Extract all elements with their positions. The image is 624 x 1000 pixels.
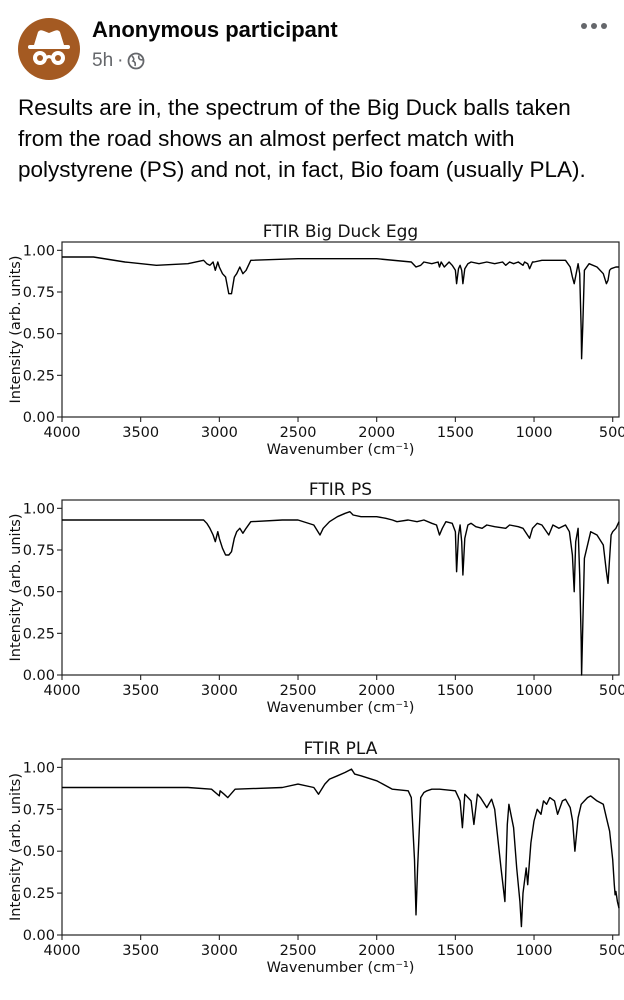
- x-axis-label: Wavenumber (cm⁻¹): [267, 960, 415, 976]
- y-tick-label: 1.00: [23, 501, 55, 517]
- plot-frame: [61, 758, 620, 936]
- spectrum-line: [62, 511, 620, 676]
- chart-title: FTIR PS: [309, 480, 372, 500]
- x-tick-label: 1000: [516, 683, 553, 699]
- x-tick-label: 2500: [280, 425, 317, 441]
- author-name[interactable]: Anonymous participant: [92, 17, 338, 42]
- y-tick-label: 0.00: [23, 928, 55, 944]
- y-tick-label: 0.25: [23, 626, 55, 642]
- more-horizontal-icon[interactable]: [580, 16, 608, 36]
- chart-panel: FTIR Big Duck Egg 4000 3500 3000 2500 2000 150…: [8, 222, 624, 458]
- x-tick-label: 1500: [437, 425, 474, 441]
- chart-panel: FTIR PS 4000 3500 3000 2500 2000 1500 1000 500 0.…: [8, 480, 624, 716]
- y-tick-label: 0.50: [23, 844, 55, 860]
- x-tick-label: 4000: [44, 425, 81, 441]
- x-tick-label: 1000: [516, 425, 553, 441]
- spectrum-line: [62, 256, 619, 360]
- y-axis-label: Intensity (arb. units): [8, 773, 24, 921]
- y-tick-label: 1.00: [23, 243, 55, 259]
- y-tick-label: 0.25: [23, 886, 55, 902]
- chart-panel: FTIR PLA 4000 3500 3000 2500 2000 1500 1000 500 0…: [8, 739, 624, 976]
- chart-title: FTIR Big Duck Egg: [263, 222, 418, 242]
- x-tick-label: 4000: [44, 943, 81, 959]
- x-tick-label: 2000: [358, 683, 395, 699]
- avatar[interactable]: [18, 18, 80, 80]
- x-tick-label: 2000: [358, 943, 395, 959]
- y-tick-label: 0.50: [23, 327, 55, 343]
- x-tick-label: 2000: [358, 425, 395, 441]
- plot-frame: [61, 241, 620, 418]
- post-meta: 5h ·: [92, 50, 145, 72]
- y-axis-label: Intensity (arb. units): [8, 514, 24, 662]
- x-tick-label: 3500: [122, 683, 159, 699]
- x-tick-label: 3000: [201, 425, 238, 441]
- post-time[interactable]: 5h: [92, 50, 114, 71]
- spectrum-line: [62, 768, 620, 928]
- x-tick-label: 4000: [44, 683, 81, 699]
- x-tick-label: 1500: [437, 943, 474, 959]
- x-tick-label: 500: [599, 683, 624, 699]
- x-tick-label: 500: [599, 943, 624, 959]
- x-tick-label: 2500: [280, 683, 317, 699]
- y-tick-label: 0.00: [23, 410, 55, 426]
- x-tick-label: 3000: [201, 943, 238, 959]
- x-tick-label: 1000: [516, 943, 553, 959]
- ftir-figure: FTIR Big Duck Egg 4000 3500 3000 2500 2000 150…: [8, 222, 624, 976]
- x-axis-label: Wavenumber (cm⁻¹): [267, 442, 415, 458]
- y-tick-label: 0.50: [23, 585, 55, 601]
- globe-icon[interactable]: [127, 52, 145, 70]
- x-tick-label: 3000: [201, 683, 238, 699]
- incognito-icon: [28, 30, 70, 65]
- chart-title: FTIR PLA: [304, 739, 378, 759]
- y-tick-label: 0.25: [23, 368, 55, 384]
- y-tick-label: 0.75: [23, 285, 55, 301]
- post-text: Results are in, the spectrum of the Big …: [18, 95, 586, 182]
- x-axis-label: Wavenumber (cm⁻¹): [267, 700, 415, 716]
- y-tick-label: 0.75: [23, 802, 55, 818]
- x-tick-label: 3500: [122, 425, 159, 441]
- meta-separator: ·: [117, 50, 124, 71]
- y-tick-label: 1.00: [23, 760, 55, 776]
- post-header: Anonymous participant 5h ·: [0, 0, 624, 90]
- x-tick-label: 1500: [437, 683, 474, 699]
- y-tick-label: 0.00: [23, 668, 55, 684]
- x-tick-label: 3500: [122, 943, 159, 959]
- x-tick-label: 2500: [280, 943, 317, 959]
- x-tick-label: 500: [599, 425, 624, 441]
- plot-frame: [61, 499, 620, 676]
- y-tick-label: 0.75: [23, 543, 55, 559]
- y-axis-label: Intensity (arb. units): [8, 256, 24, 404]
